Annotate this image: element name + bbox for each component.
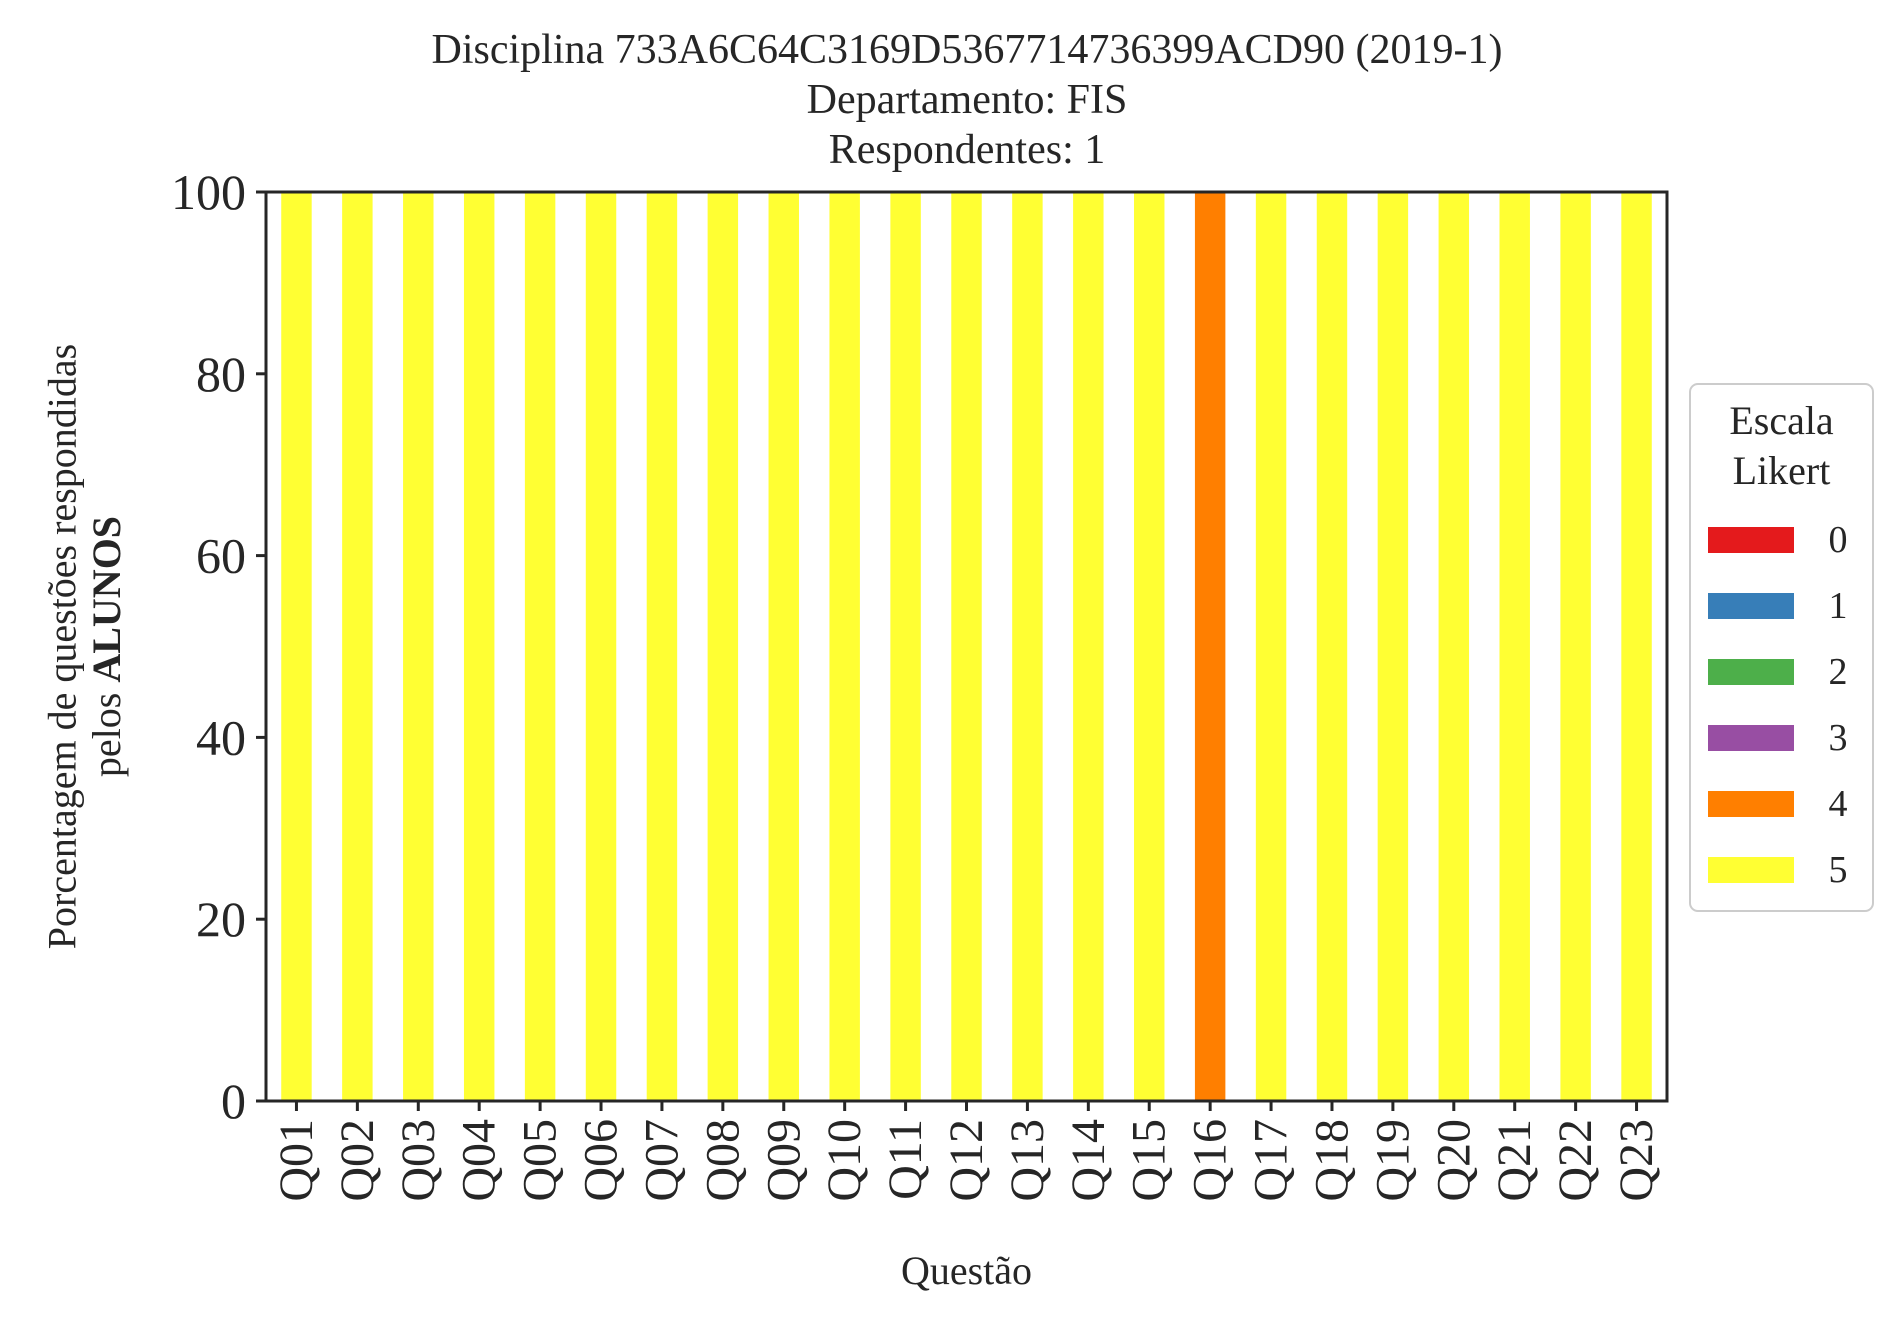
x-tick-label: Q15 — [1123, 1119, 1176, 1202]
bar-Q08-likert-5 — [707, 192, 739, 1101]
bar-Q21-likert-5 — [1499, 192, 1530, 1101]
x-tick-label: Q12 — [940, 1119, 993, 1202]
x-tick-label: Q05 — [514, 1119, 567, 1202]
title-line-1: Disciplina 733A6C64C3169D5367714736399AC… — [432, 27, 1503, 73]
bar-Q22-likert-5 — [1560, 192, 1591, 1101]
x-tick-label: Q14 — [1062, 1119, 1115, 1202]
x-tick-label: Q08 — [696, 1119, 749, 1202]
y-tick-label: 100 — [171, 164, 246, 220]
x-tick-label: Q16 — [1184, 1119, 1237, 1202]
legend-label-4: 4 — [1829, 783, 1848, 825]
bar-Q03-likert-5 — [403, 192, 434, 1101]
bar-Q23-likert-5 — [1621, 192, 1652, 1101]
y-axis-label-prefix: pelos — [84, 683, 129, 777]
bars — [281, 192, 1652, 1101]
legend-swatch-1 — [1708, 593, 1794, 619]
x-axis-ticks: Q01 Q02 Q03 Q04 Q05 Q06 Q07 Q08 Q09 Q10 Q11 Q12 Q13 Q… — [270, 1101, 1663, 1202]
x-tick-label: Q19 — [1366, 1119, 1419, 1202]
title-line-2: Departamento: FIS — [807, 77, 1128, 123]
chart-title: Disciplina 733A6C64C3169D5367714736399AC… — [432, 27, 1503, 173]
y-axis-label-line-1: Porcentagem de questões respondidas — [40, 344, 85, 949]
bar-Q17-likert-5 — [1255, 192, 1287, 1101]
bar-Q01-likert-5 — [281, 192, 312, 1101]
x-tick-label: Q04 — [453, 1119, 506, 1202]
bar-Q09-likert-5 — [768, 192, 799, 1101]
legend-swatch-3 — [1708, 725, 1794, 751]
y-axis-label-line-2: pelos ALUNOS — [84, 516, 129, 777]
legend-frame — [1689, 383, 1874, 912]
x-tick-label: Q18 — [1305, 1119, 1358, 1202]
legend-label-1: 1 — [1829, 585, 1848, 627]
x-tick-label: Q09 — [757, 1119, 810, 1202]
legend-label-3: 3 — [1829, 717, 1848, 759]
x-tick-label: Q02 — [331, 1119, 384, 1202]
y-axis-label: Porcentagem de questões respondidas pelo… — [40, 344, 129, 949]
legend-label-5: 5 — [1829, 849, 1848, 891]
bar-Q11-likert-5 — [890, 192, 921, 1101]
legend-swatch-2 — [1708, 659, 1794, 685]
bar-Q16-likert-4 — [1194, 192, 1226, 1101]
y-axis-ticks: 0 20 40 60 80 100 — [171, 164, 266, 1129]
y-axis-label-bold: ALUNOS — [84, 516, 129, 683]
title-line-3: Respondentes: 1 — [829, 127, 1105, 173]
y-tick-label: 80 — [196, 346, 246, 402]
bar-Q20-likert-5 — [1438, 192, 1470, 1101]
bar-Q06-likert-5 — [585, 192, 617, 1101]
x-tick-label: Q10 — [818, 1119, 871, 1202]
bar-Q15-likert-5 — [1134, 192, 1165, 1101]
bar-Q14-likert-5 — [1073, 192, 1104, 1101]
x-tick-label: Q03 — [392, 1119, 445, 1202]
y-tick-label: 0 — [221, 1073, 246, 1129]
x-tick-label: Q22 — [1549, 1119, 1602, 1202]
bar-Q02-likert-5 — [342, 192, 373, 1101]
x-tick-label: Q20 — [1427, 1119, 1480, 1202]
legend-label-2: 2 — [1829, 651, 1848, 693]
bar-Q07-likert-5 — [646, 192, 678, 1101]
x-tick-label: Q13 — [1001, 1119, 1054, 1202]
bar-Q04-likert-5 — [463, 192, 495, 1101]
legend-label-0: 0 — [1829, 519, 1848, 561]
bar-Q19-likert-5 — [1377, 192, 1409, 1101]
x-tick-label: Q01 — [270, 1119, 323, 1202]
bar-Q12-likert-5 — [951, 192, 982, 1101]
x-tick-label: Q21 — [1488, 1119, 1541, 1202]
x-tick-label: Q17 — [1245, 1119, 1298, 1202]
bar-Q18-likert-5 — [1316, 192, 1348, 1101]
x-tick-label: Q07 — [635, 1119, 688, 1202]
plot-frame — [264, 190, 1669, 1103]
bar-Q05-likert-5 — [524, 192, 556, 1101]
legend: Escala Likert 0 1 2 3 4 5 — [1689, 383, 1874, 912]
legend-swatch-0 — [1708, 527, 1794, 553]
x-tick-label: Q06 — [575, 1119, 628, 1202]
bar-Q13-likert-5 — [1012, 192, 1043, 1101]
x-tick-label: Q11 — [879, 1119, 932, 1200]
legend-items: 0 1 2 3 4 5 — [1708, 519, 1848, 891]
y-tick-label: 60 — [196, 528, 246, 584]
x-tick-label: Q23 — [1610, 1119, 1663, 1202]
legend-title-line-2: Likert — [1733, 448, 1831, 493]
y-tick-label: 20 — [196, 891, 246, 947]
y-tick-label: 40 — [196, 709, 246, 765]
legend-swatch-5 — [1708, 857, 1794, 883]
legend-swatch-4 — [1708, 791, 1794, 817]
x-axis-label: Questão — [901, 1248, 1032, 1293]
bar-Q10-likert-5 — [829, 192, 860, 1101]
legend-title-line-1: Escala — [1729, 398, 1834, 443]
